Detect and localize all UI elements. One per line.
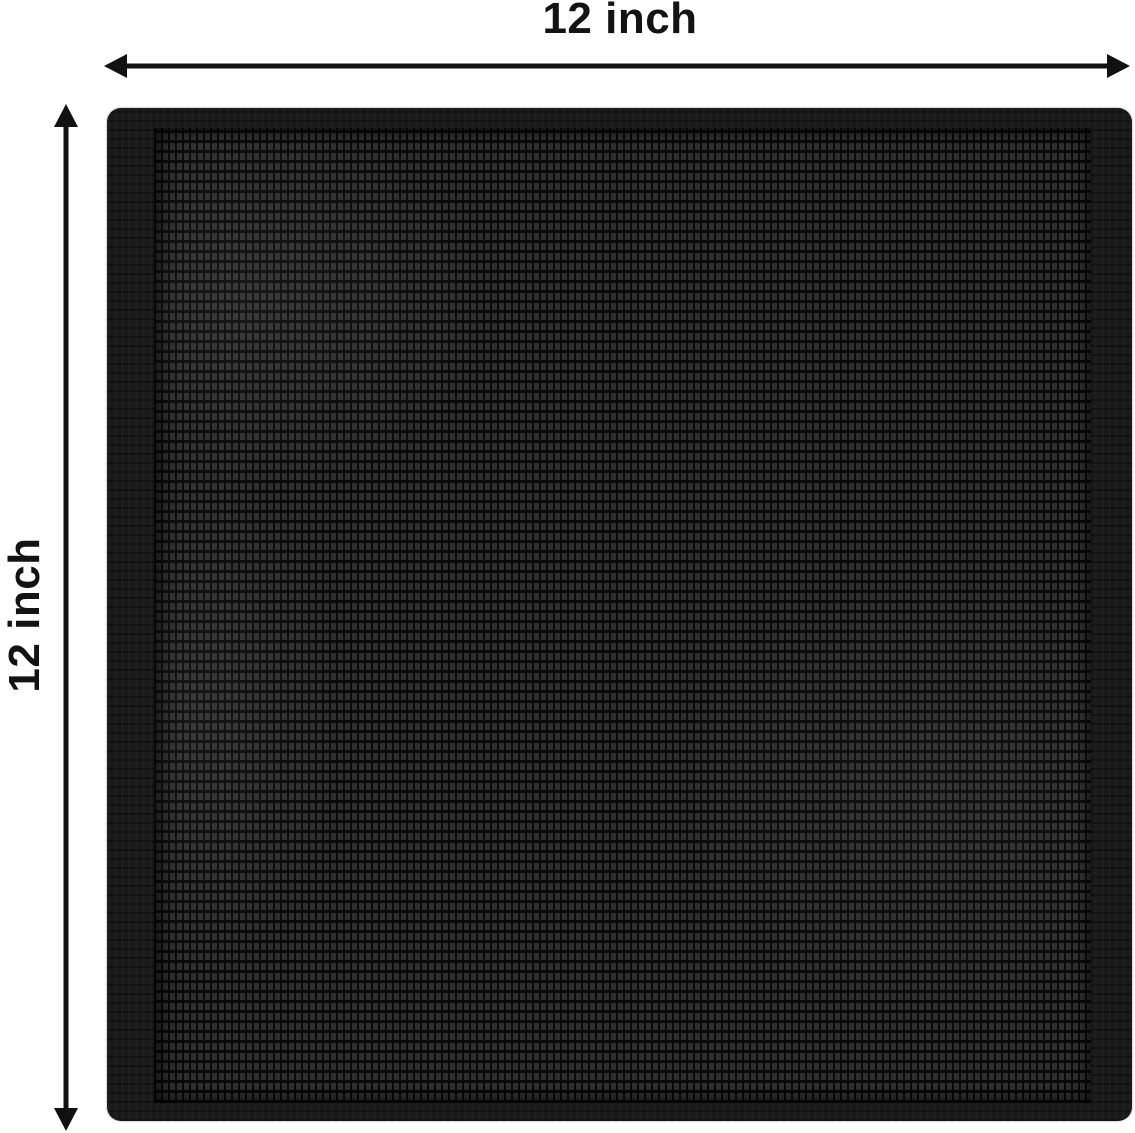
width-dimension-label: 12 inch [542, 0, 698, 43]
height-dimension-arrow-icon [54, 104, 78, 1131]
fabric-mesh-texture [154, 128, 1091, 1103]
fabric-swatch [107, 108, 1132, 1121]
width-dimension-arrow-icon [104, 54, 1130, 78]
height-dimension-label: 12 inch [0, 537, 49, 693]
